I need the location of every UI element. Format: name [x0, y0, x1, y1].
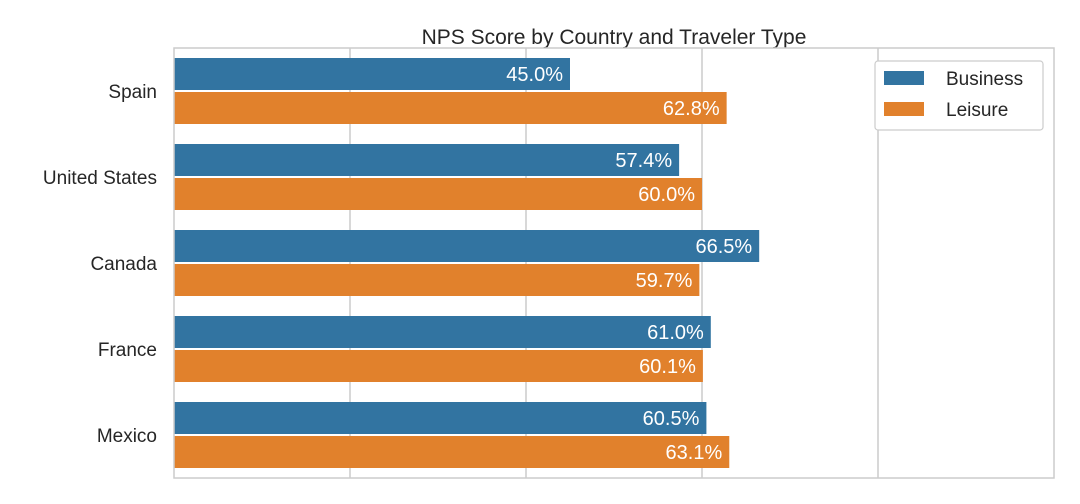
bar-business — [174, 402, 707, 434]
legend-label-business: Business — [946, 69, 1023, 90]
bar-business — [174, 230, 760, 262]
bar-value-label: 61.0% — [647, 322, 704, 344]
legend: Business Leisure — [874, 60, 1044, 131]
bar-leisure — [174, 350, 703, 382]
bar-business — [174, 316, 711, 348]
bar-leisure — [174, 92, 727, 124]
chart-title: NPS Score by Country and Traveler Type — [422, 26, 807, 49]
bar-business — [174, 58, 570, 90]
plot-frame — [173, 47, 1055, 479]
bar-value-label: 59.7% — [636, 270, 693, 292]
bar-business — [174, 144, 680, 176]
category-label: Spain — [108, 82, 157, 103]
bar-leisure — [174, 436, 730, 468]
bar-value-label: 45.0% — [506, 64, 563, 86]
data-labels: 45.0% 62.8% 57.4% 60.0% 66.5%59.7% 61.0% 60.1%… — [506, 64, 752, 464]
category-label: United States — [43, 168, 157, 189]
category-label: Canada — [90, 254, 157, 275]
legend-swatch-leisure — [884, 102, 924, 116]
bar-value-label: 60.0% — [638, 184, 695, 206]
legend-swatch-business — [884, 71, 924, 85]
bar-value-label: 63.1% — [666, 442, 723, 464]
category-label: France — [98, 340, 157, 361]
bar-value-label: 60.5% — [643, 408, 700, 430]
category-label: Mexico — [97, 426, 157, 447]
bar-value-label: 66.5% — [695, 236, 752, 258]
bar-leisure — [174, 178, 702, 210]
category-labels: Spain United States Canada France Mexico — [43, 82, 158, 447]
bar-value-label: 60.1% — [639, 356, 696, 378]
bars — [174, 58, 760, 468]
bar-leisure — [174, 264, 700, 296]
legend-label-leisure: Leisure — [946, 100, 1008, 121]
bar-value-label: 62.8% — [663, 98, 720, 120]
bar-value-label: 57.4% — [615, 150, 672, 172]
